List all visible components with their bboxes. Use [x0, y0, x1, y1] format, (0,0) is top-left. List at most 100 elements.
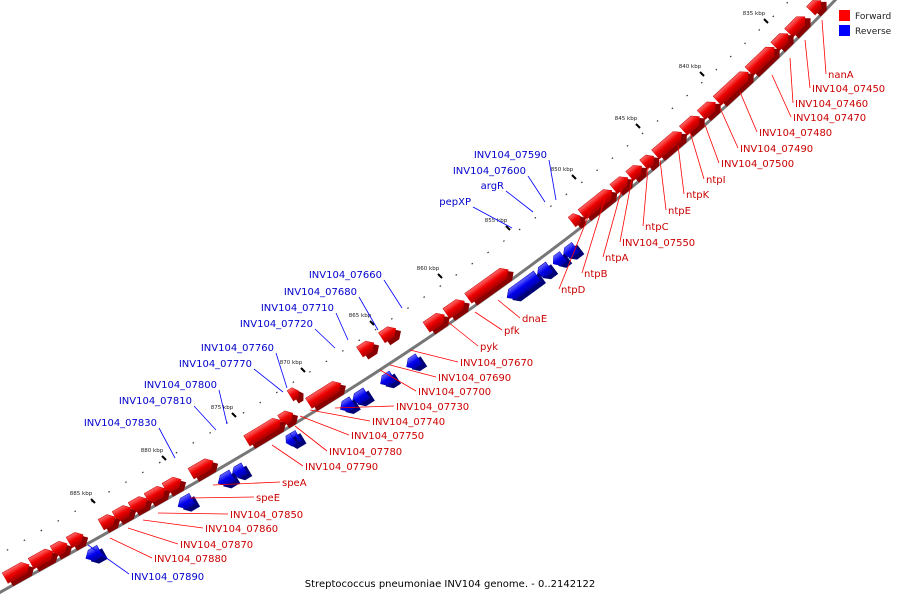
forward-gene-inv104-07670[interactable] [305, 377, 350, 413]
reverse-gene-argr[interactable] [534, 260, 559, 284]
reverse-gene-label-inv104-07680: INV104_07680 [284, 287, 357, 298]
leader-line [821, 19, 827, 75]
reverse-gene-inv104-07830[interactable] [175, 492, 201, 516]
scale-tick-mark [369, 320, 375, 326]
leader-line [771, 74, 792, 118]
leader-line [358, 296, 379, 331]
scale-tick-label: 835 kbp [743, 11, 766, 17]
forward-gene-label-inv104-07700: INV104_07700 [418, 387, 491, 398]
forward-gene-label-ntpe: ntpE [668, 206, 691, 217]
leader-line [253, 368, 284, 393]
legend-forward-swatch [839, 10, 850, 21]
reverse-gene-inv104-07660[interactable] [403, 352, 428, 376]
leader-line [127, 527, 179, 545]
leader-line [472, 206, 513, 229]
reverse-gene-inv104-07680[interactable] [377, 369, 402, 393]
reverse-gene-label-inv104-07600: INV104_07600 [453, 166, 526, 177]
forward-gene-inv104-07730[interactable] [243, 414, 289, 451]
leader-line [704, 124, 720, 164]
scale-tick-label: 880 kbp [141, 448, 164, 454]
reverse-gene-inv104-07890[interactable] [83, 544, 108, 568]
scale-tick-label: 865 kbp [349, 313, 372, 319]
leader-line [719, 107, 739, 149]
forward-gene-pfk[interactable] [378, 322, 404, 347]
caption: Streptococcus pneumoniae INV104 genome. … [305, 579, 595, 590]
forward-gene-ntpb[interactable] [464, 263, 517, 307]
forward-gene-ntpi[interactable] [651, 126, 691, 163]
scale-tick-label: 845 kbp [615, 116, 638, 122]
forward-gene-label-ntpa: ntpA [605, 253, 629, 264]
forward-gene-inv104-07550[interactable] [577, 184, 621, 223]
reverse-gene-pepxp[interactable] [504, 269, 546, 306]
forward-gene-spee[interactable] [97, 510, 123, 534]
reverse-gene-inv104-07770[interactable] [283, 432, 302, 452]
leader-line [299, 415, 350, 436]
forward-gene-ntpk[interactable] [639, 150, 663, 173]
genome-backbone [0, 0, 838, 595]
leader-line [447, 321, 479, 347]
forward-gene-label-inv104-07470: INV104_07470 [793, 113, 866, 124]
forward-gene-label-inv104-07870: INV104_07870 [180, 540, 253, 551]
reverse-gene-label-inv104-07760: INV104_07760 [201, 343, 274, 354]
forward-gene-label-inv104-07480: INV104_07480 [759, 128, 832, 139]
leader-line [87, 544, 130, 575]
forward-gene-ntpc[interactable] [609, 171, 637, 197]
forward-gene-label-inv104-07850: INV104_07850 [230, 510, 303, 521]
forward-gene-inv104-07690[interactable] [286, 384, 306, 405]
scale-tick-mark [635, 123, 641, 129]
forward-gene-inv104-07480[interactable] [712, 66, 758, 109]
forward-gene-ntpd[interactable] [442, 294, 473, 322]
scale-tick-label: 870 kbp [280, 360, 303, 366]
scale-tick-mark [505, 225, 511, 231]
scale-tick-label: 850 kbp [551, 167, 574, 173]
forward-gene-inv104-07790[interactable] [127, 492, 155, 517]
leader-line [335, 312, 349, 341]
scale-tick-mark [571, 174, 577, 180]
leader-line [602, 187, 623, 258]
reverse-gene-inv104-07800[interactable] [229, 461, 253, 484]
forward-gene-pyk[interactable] [356, 336, 383, 361]
reverse-gene-label-inv104-07830: INV104_07830 [84, 418, 157, 429]
scale-tick-mark [437, 273, 443, 279]
leader-line [789, 57, 794, 104]
leader-line [642, 167, 649, 227]
forward-gene-inv104-07750[interactable] [161, 473, 189, 498]
forward-gene-ntpa[interactable] [567, 209, 589, 230]
forward-gene-label-inv104-07750: INV104_07750 [351, 431, 424, 442]
forward-gene-label-inv104-07670: INV104_07670 [460, 358, 533, 369]
label-layer: nanA INV104_07450 INV104_07460 INV104_07470… [84, 70, 885, 583]
reverse-gene-inv104-07710[interactable] [349, 386, 375, 411]
leader-line [677, 144, 685, 195]
reverse-gene-label-pepxp: pepXP [439, 197, 471, 208]
forward-gene-label-inv104-07880: INV104_07880 [154, 554, 227, 565]
forward-gene-label-ntpi: ntpI [706, 175, 726, 186]
forward-gene-label-spee: speE [256, 493, 280, 504]
scale-tick-label: 840 kbp [679, 64, 702, 70]
leader-line [389, 364, 437, 378]
leader-line [334, 405, 395, 409]
forward-gene-inv104-07740[interactable] [187, 454, 221, 483]
leader-line [548, 159, 557, 201]
reverse-gene-label-inv104-07660: INV104_07660 [309, 270, 382, 281]
forward-gene-label-inv104-07460: INV104_07460 [795, 99, 868, 110]
forward-gene-label-spea: speA [282, 478, 307, 489]
leader-line [212, 481, 281, 486]
forward-gene-nana[interactable] [806, 0, 831, 19]
forward-gene-inv104-07880[interactable] [1, 558, 37, 588]
forward-gene-inv104-07850[interactable] [65, 528, 91, 552]
leader-line [314, 328, 336, 349]
legend-forward-label: Forward [855, 12, 891, 22]
leader-line [505, 190, 534, 213]
legend-reverse-swatch [839, 25, 850, 36]
forward-gene-inv104-07490[interactable] [696, 96, 725, 123]
reverse-gene-label-inv104-07810: INV104_07810 [119, 396, 192, 407]
forward-gene-label-inv104-07500: INV104_07500 [721, 159, 794, 170]
forward-gene-label-dnae: dnaE [522, 314, 547, 325]
forward-gene-label-ntpc: ntpC [645, 222, 669, 233]
leader-line [474, 311, 503, 331]
leader-line [659, 159, 667, 211]
forward-gene-dnae[interactable] [422, 308, 453, 336]
forward-gene-inv104-07870[interactable] [27, 545, 61, 574]
forward-gene-inv104-07700[interactable] [277, 406, 301, 429]
legend-reverse-label: Reverse [855, 27, 892, 37]
